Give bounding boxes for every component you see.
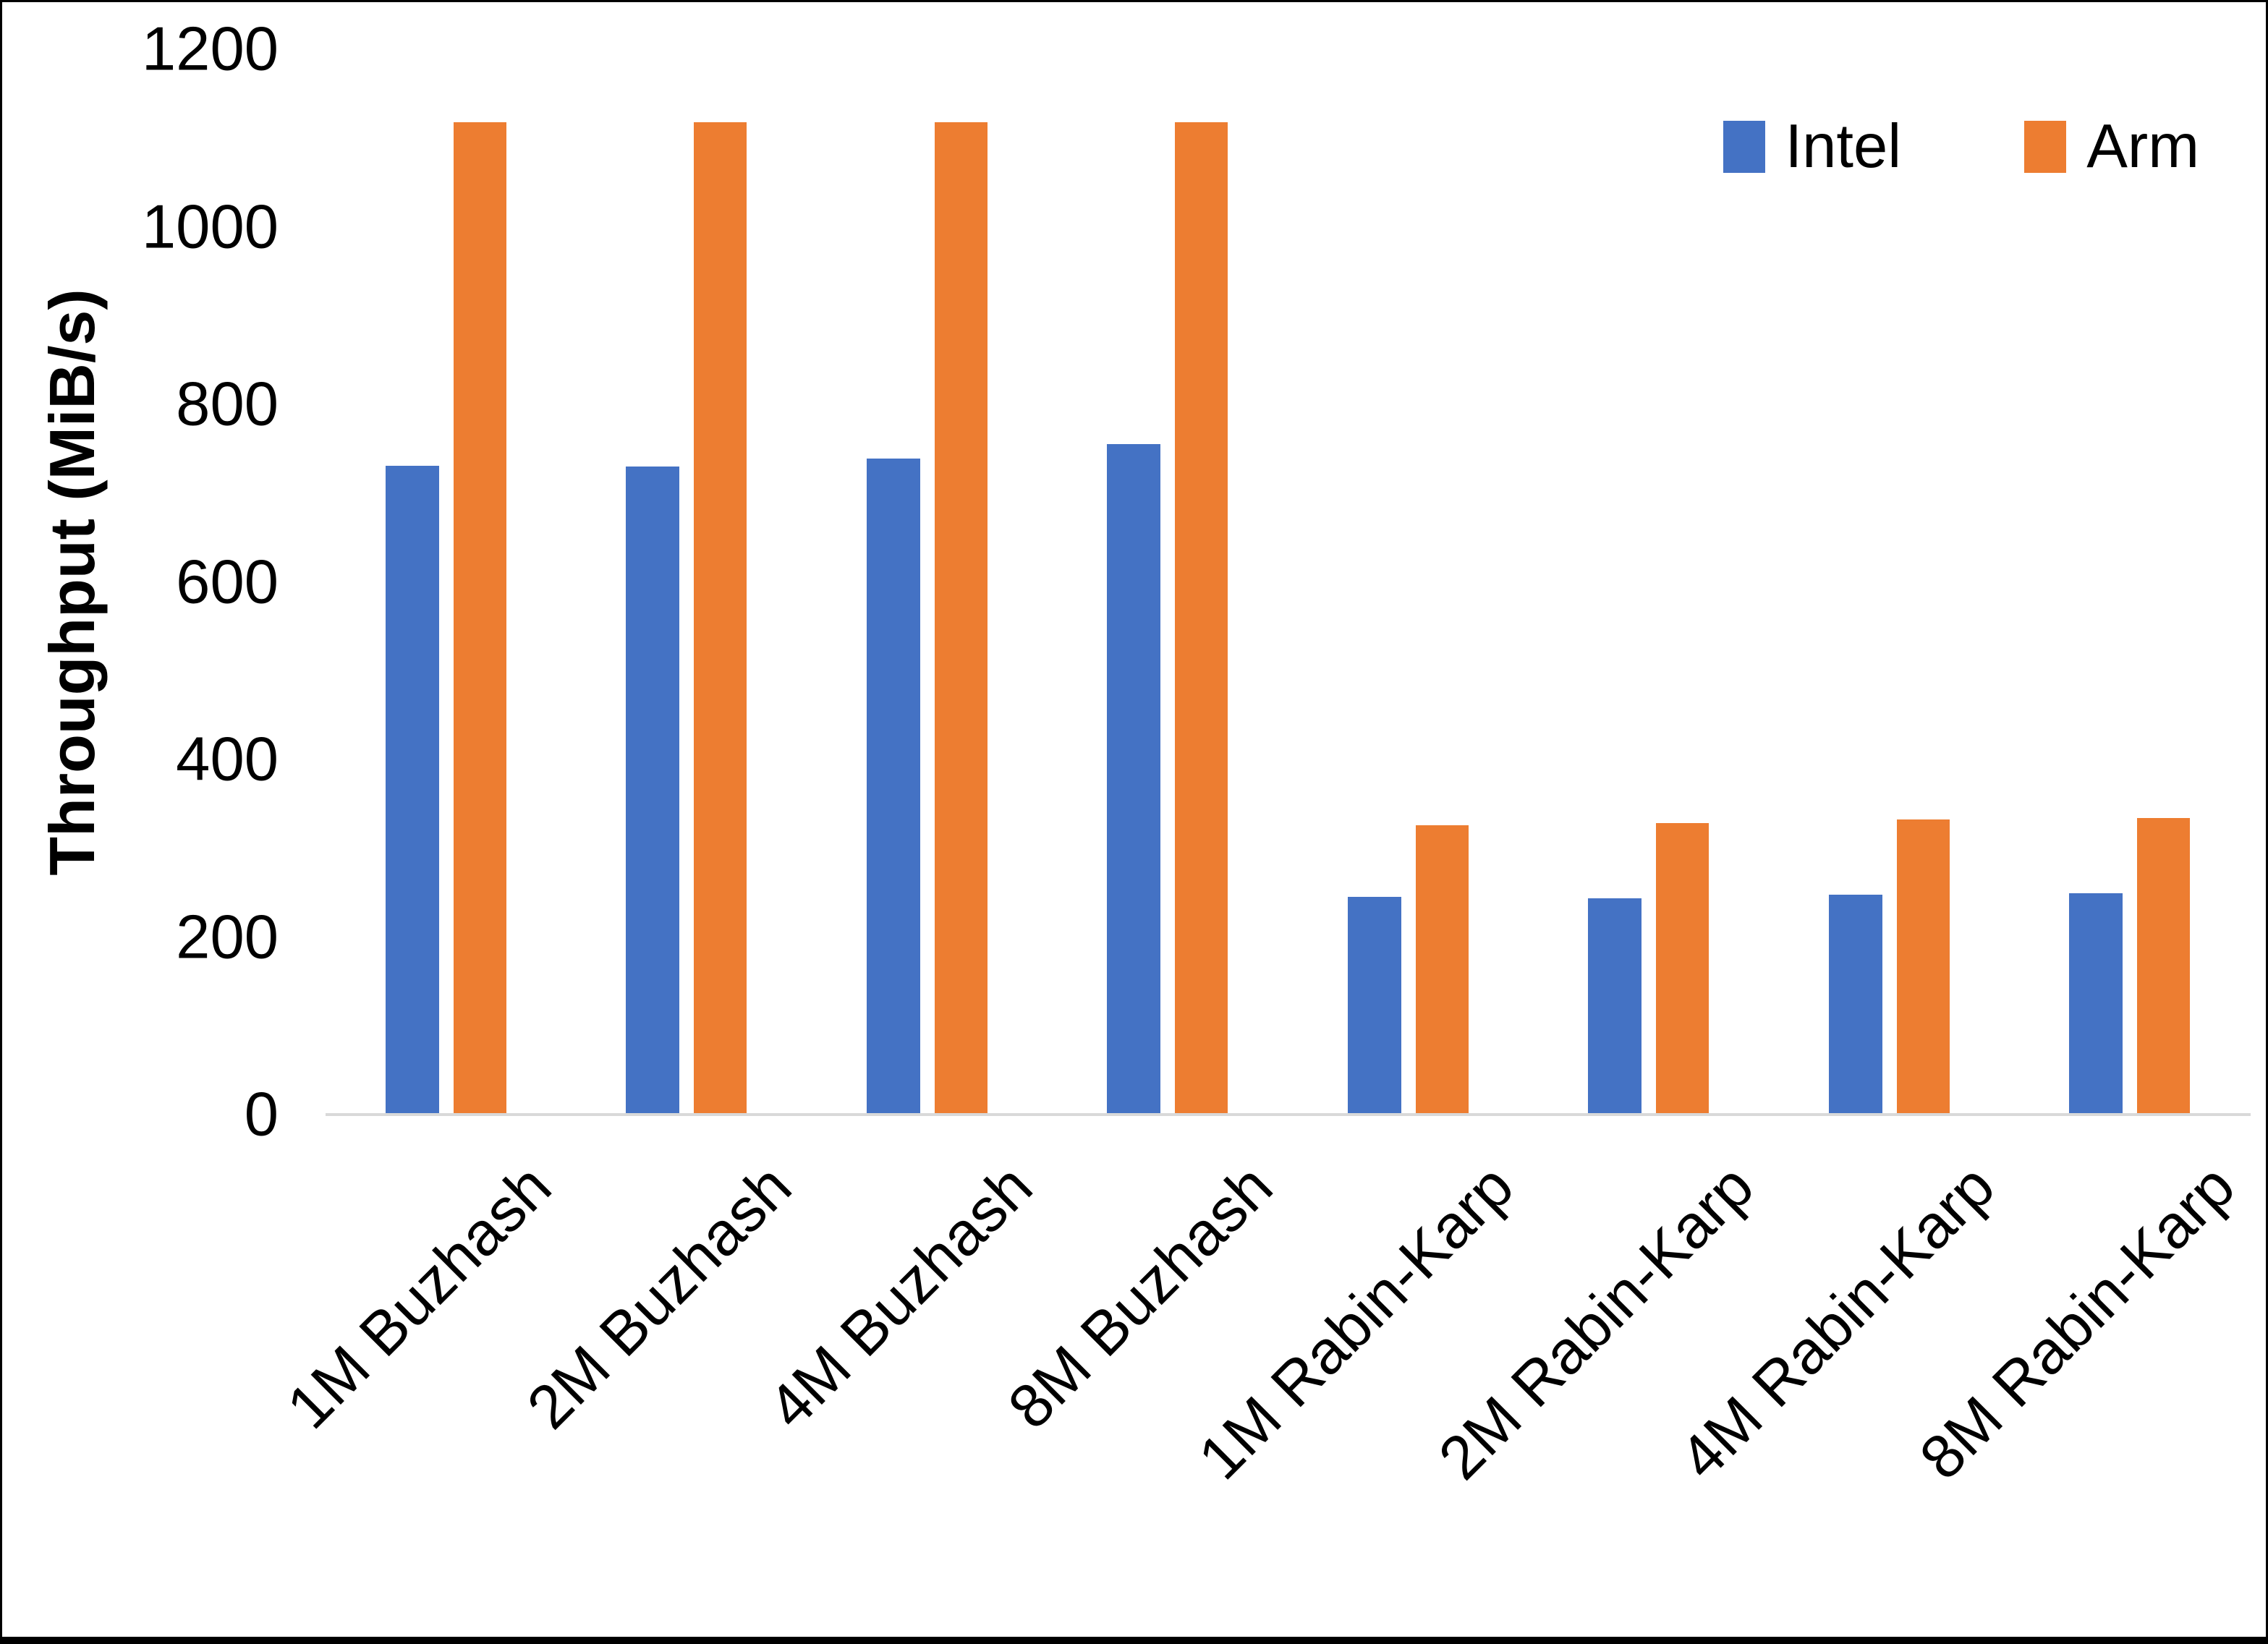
bar-group-2m-buzhash <box>566 49 807 1115</box>
bar-arm-4m-rabin-karp <box>1896 819 1950 1115</box>
bar-group-2m-rabin-karp <box>1529 49 1770 1115</box>
legend-item-arm: Arm <box>2024 116 2199 177</box>
y-tick-1000: 1000 <box>141 192 279 261</box>
bar-group-1m-rabin-karp <box>1288 49 1529 1115</box>
bar-intel-1m-rabin-karp <box>1347 897 1401 1115</box>
bar-group-8m-rabin-karp <box>2010 49 2251 1115</box>
legend-label-arm: Arm <box>2086 112 2199 181</box>
y-tick-0: 0 <box>244 1080 279 1149</box>
bar-intel-2m-rabin-karp <box>1588 898 1642 1115</box>
x-axis-labels: 1M Buzhash 2M Buzhash 4M Buzhash 8M Buzhash… <box>0 1115 2268 1643</box>
bar-intel-4m-buzhash <box>866 458 920 1115</box>
bar-arm-2m-buzhash <box>694 122 747 1115</box>
bar-group-1m-buzhash <box>326 49 566 1115</box>
bar-arm-1m-buzhash <box>453 122 506 1115</box>
bar-group-4m-buzhash <box>807 49 1048 1115</box>
bar-arm-8m-buzhash <box>1175 122 1228 1115</box>
bar-arm-2m-rabin-karp <box>1656 823 1710 1115</box>
bar-arm-8m-rabin-karp <box>2137 818 2191 1115</box>
y-tick-800: 800 <box>176 370 279 439</box>
bar-intel-2m-buzhash <box>626 466 680 1115</box>
bar-intel-8m-rabin-karp <box>2069 893 2123 1115</box>
bar-intel-8m-buzhash <box>1107 444 1161 1115</box>
legend-item-intel: Intel <box>1723 112 1902 181</box>
bar-groups <box>326 49 2250 1115</box>
bar-arm-4m-buzhash <box>934 122 988 1115</box>
y-tick-1200: 1200 <box>141 14 279 84</box>
legend-label-intel: Intel <box>1785 112 1902 181</box>
bar-intel-1m-buzhash <box>385 465 439 1115</box>
bar-group-4m-rabin-karp <box>1769 49 2010 1115</box>
y-tick-600: 600 <box>176 548 279 616</box>
bar-intel-4m-rabin-karp <box>1828 894 1882 1115</box>
legend: Intel Arm <box>1723 116 2199 177</box>
legend-marker-arm <box>2024 120 2067 173</box>
plot-area <box>326 49 2251 1116</box>
y-tick-200: 200 <box>176 903 279 971</box>
bar-group-8m-buzhash <box>1048 49 1288 1115</box>
x-axis-line <box>326 1113 2251 1116</box>
bar-arm-1m-rabin-karp <box>1415 825 1469 1115</box>
y-tick-400: 400 <box>176 725 279 794</box>
legend-marker-intel <box>1723 120 1765 173</box>
